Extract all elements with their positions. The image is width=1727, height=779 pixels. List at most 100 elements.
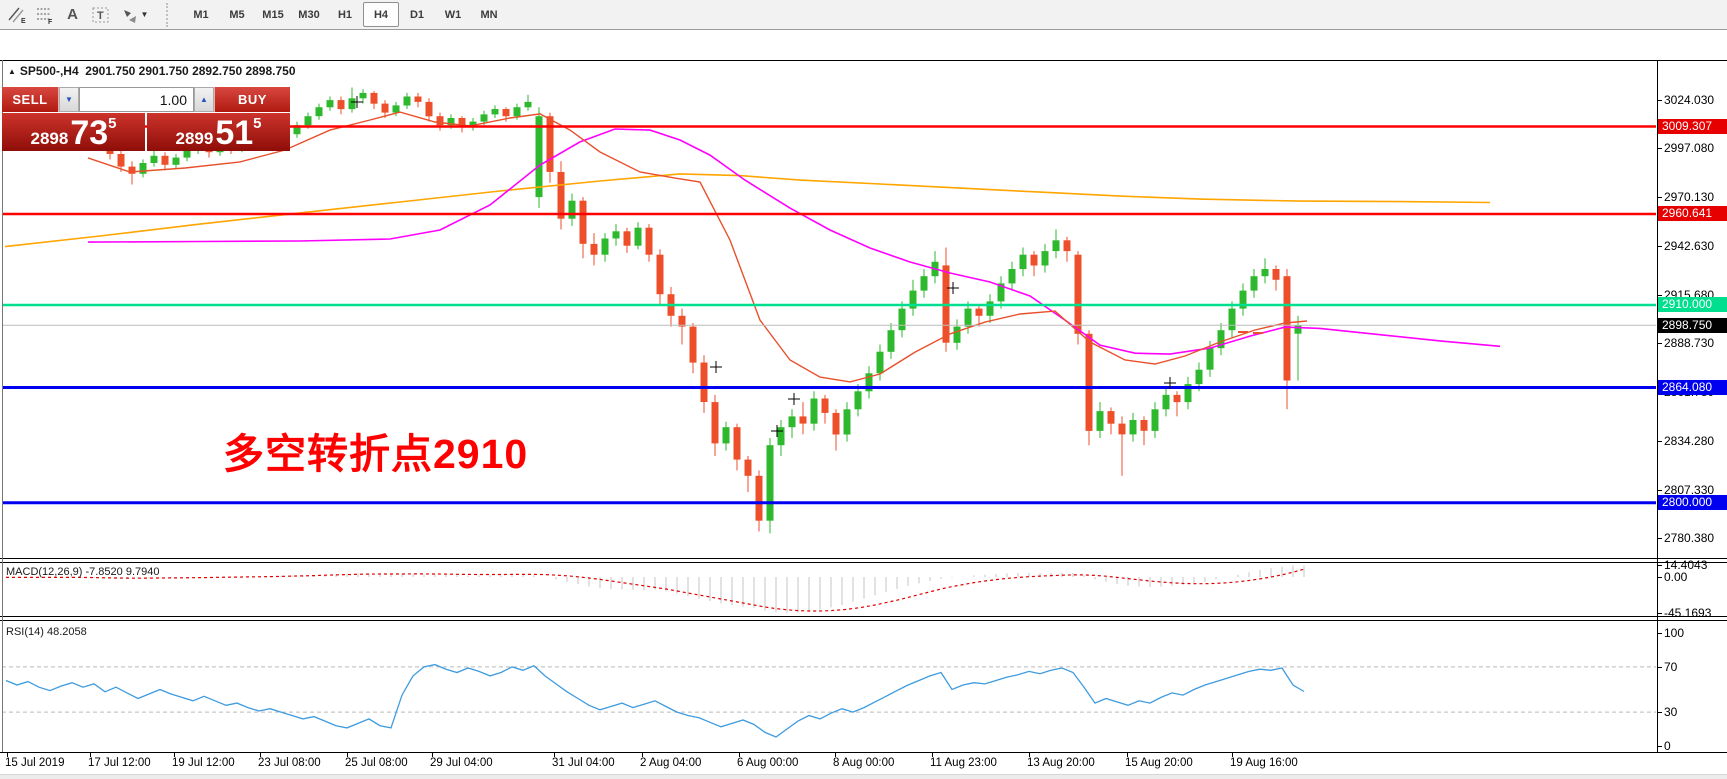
trendline-draw-icon[interactable]: E bbox=[3, 2, 30, 27]
macd-pane-layer bbox=[5, 565, 1305, 613]
macd-axis-tick bbox=[1657, 565, 1662, 566]
chart-left-border bbox=[2, 60, 3, 752]
volume-input[interactable]: 1.00 bbox=[79, 87, 194, 112]
time-axis-label: 19 Jul 12:00 bbox=[172, 757, 235, 769]
bid-price-pips: 73 bbox=[70, 114, 109, 152]
price-axis-tick bbox=[1657, 343, 1662, 344]
text-tool-icon[interactable]: A bbox=[67, 6, 78, 23]
timeframe-button-M15[interactable]: M15 bbox=[262, 8, 284, 21]
rsi-pane-layer bbox=[2, 663, 1656, 738]
price-axis-tick bbox=[1657, 246, 1662, 247]
macd-axis-tick bbox=[1657, 577, 1662, 578]
macd-pane-bottom-border bbox=[0, 616, 1727, 617]
top-toolbar: E F A T ▼ M1 M5 M15 M30 H1 H4 D1 W1 MN bbox=[0, 0, 1727, 30]
timeframe-button-M1[interactable]: M1 bbox=[193, 8, 209, 21]
ask-price-major: 2899 bbox=[175, 129, 214, 148]
bid-price-major: 2898 bbox=[30, 129, 69, 148]
price-axis-tick bbox=[1657, 100, 1662, 101]
fibonacci-draw-icon[interactable]: F bbox=[31, 2, 58, 27]
moving-averages-layer bbox=[4, 111, 1501, 383]
price-axis-label-2970.130: 2970.130 bbox=[1664, 190, 1715, 204]
ask-price-display[interactable]: 2899 51 5 bbox=[147, 113, 290, 151]
macd-label: MACD(12,26,9) -7.8520 9.7940 bbox=[6, 566, 160, 578]
rsi-pane-top-border[interactable] bbox=[0, 620, 1727, 621]
price-axis-border bbox=[1657, 60, 1658, 752]
price-axis-label-2807.330: 2807.330 bbox=[1664, 483, 1715, 497]
chart-canvas[interactable] bbox=[0, 30, 1727, 778]
rsi-label: RSI(14) 48.2058 bbox=[6, 626, 87, 638]
price-axis-label-2834.280: 2834.280 bbox=[1664, 434, 1715, 448]
bid-price-fraction: 5 bbox=[108, 115, 117, 132]
timeframe-button-MN[interactable]: MN bbox=[480, 8, 498, 21]
chart-top-border bbox=[0, 60, 1727, 61]
price-level-badge-2898.750[interactable]: 2898.750 bbox=[1658, 318, 1727, 333]
rsi-axis-label-100: 100 bbox=[1664, 626, 1685, 640]
volume-increase-button[interactable]: ▲ bbox=[194, 87, 214, 112]
chart-region[interactable]: ▲ SP500-,H4 2901.750 2901.750 2892.750 28… bbox=[0, 30, 1727, 779]
chart-annotation-text[interactable]: 多空转折点2910 bbox=[223, 431, 529, 477]
price-axis-tick bbox=[1657, 490, 1662, 491]
macd-axis-label--45.1693: -45.1693 bbox=[1664, 606, 1712, 620]
time-axis-label: 29 Jul 04:00 bbox=[430, 757, 493, 769]
rsi-axis-label-30: 30 bbox=[1664, 705, 1678, 719]
svg-text:T: T bbox=[97, 10, 104, 22]
rsi-axis-tick bbox=[1657, 746, 1662, 747]
ask-price-pips: 51 bbox=[215, 114, 254, 152]
svg-text:F: F bbox=[48, 19, 53, 24]
price-axis-label-2888.730: 2888.730 bbox=[1664, 336, 1715, 350]
timeframe-button-W1[interactable]: W1 bbox=[444, 8, 462, 21]
time-axis-label: 15 Aug 20:00 bbox=[1125, 757, 1193, 769]
symbol-collapse-icon[interactable]: ▲ bbox=[8, 67, 16, 76]
timeframe-buttons: M1 M5 M15 M30 H1 H4 D1 W1 MN bbox=[183, 2, 507, 27]
price-axis-label-2780.380: 2780.380 bbox=[1664, 531, 1715, 545]
one-click-trading-panel: SELL ▼ 1.00 ▲ BUY 2898 73 5 2899 51 5 bbox=[2, 87, 290, 151]
price-level-badge-2910.000[interactable]: 2910.000 bbox=[1658, 297, 1727, 312]
time-axis-label: 8 Aug 00:00 bbox=[833, 757, 895, 769]
chart-markers-layer bbox=[351, 96, 1263, 437]
macd-axis-label-0.00: 0.00 bbox=[1664, 570, 1688, 584]
timeframe-button-H4[interactable]: H4 bbox=[363, 2, 399, 27]
time-axis-label: 15 Jul 2019 bbox=[5, 757, 65, 769]
rsi-axis-label-70: 70 bbox=[1664, 660, 1678, 674]
price-level-badge-3009.307[interactable]: 3009.307 bbox=[1658, 119, 1727, 134]
volume-decrease-button[interactable]: ▼ bbox=[59, 87, 79, 112]
time-axis-label: 31 Jul 04:00 bbox=[552, 757, 615, 769]
price-level-badge-2800.000[interactable]: 2800.000 bbox=[1658, 495, 1727, 510]
time-axis-label: 2 Aug 04:00 bbox=[640, 757, 702, 769]
timeframe-button-D1[interactable]: D1 bbox=[409, 8, 425, 21]
time-axis-label: 25 Jul 08:00 bbox=[345, 757, 408, 769]
toolbar-separator bbox=[166, 2, 174, 27]
price-pane-bottom-border bbox=[0, 558, 1727, 559]
time-axis-label: 11 Aug 23:00 bbox=[930, 757, 997, 769]
macd-axis-label-14.4043: 14.4043 bbox=[1664, 558, 1708, 572]
timeframe-button-M30[interactable]: M30 bbox=[298, 8, 320, 21]
timeframe-button-H1[interactable]: H1 bbox=[337, 8, 353, 21]
time-axis-label: 23 Jul 08:00 bbox=[258, 757, 321, 769]
price-axis-tick bbox=[1657, 441, 1662, 442]
price-axis-label-2942.630: 2942.630 bbox=[1664, 239, 1715, 253]
price-axis-label-2997.080: 2997.080 bbox=[1664, 141, 1715, 155]
ask-price-fraction: 5 bbox=[253, 115, 262, 132]
rsi-axis-label-0: 0 bbox=[1664, 739, 1671, 753]
price-axis-tick bbox=[1657, 538, 1662, 539]
price-axis-tick bbox=[1657, 295, 1662, 296]
symbol-name: SP500-,H4 bbox=[19, 64, 79, 78]
horizontal-lines-layer[interactable] bbox=[2, 125, 1656, 505]
window-bottom-edge bbox=[0, 774, 1727, 779]
price-axis-tick bbox=[1657, 197, 1662, 198]
arrows-tool-icon[interactable]: ▼ bbox=[115, 2, 153, 27]
price-level-badge-2864.080[interactable]: 2864.080 bbox=[1658, 380, 1727, 395]
arrows-dropdown-caret[interactable]: ▼ bbox=[140, 10, 149, 19]
time-axis-label: 6 Aug 00:00 bbox=[737, 757, 799, 769]
sell-button[interactable]: SELL bbox=[2, 87, 59, 112]
macd-pane-top-border[interactable] bbox=[0, 562, 1727, 563]
timeframe-button-M5[interactable]: M5 bbox=[229, 8, 245, 21]
label-tool-icon[interactable]: T bbox=[87, 2, 114, 27]
buy-button[interactable]: BUY bbox=[214, 87, 290, 112]
price-level-badge-2960.641[interactable]: 2960.641 bbox=[1658, 206, 1727, 221]
rsi-axis-tick bbox=[1657, 633, 1662, 634]
bid-price-display[interactable]: 2898 73 5 bbox=[2, 113, 145, 151]
price-axis-label-3024.030: 3024.030 bbox=[1664, 93, 1715, 107]
rsi-axis-tick bbox=[1657, 667, 1662, 668]
macd-axis-tick bbox=[1657, 613, 1662, 614]
